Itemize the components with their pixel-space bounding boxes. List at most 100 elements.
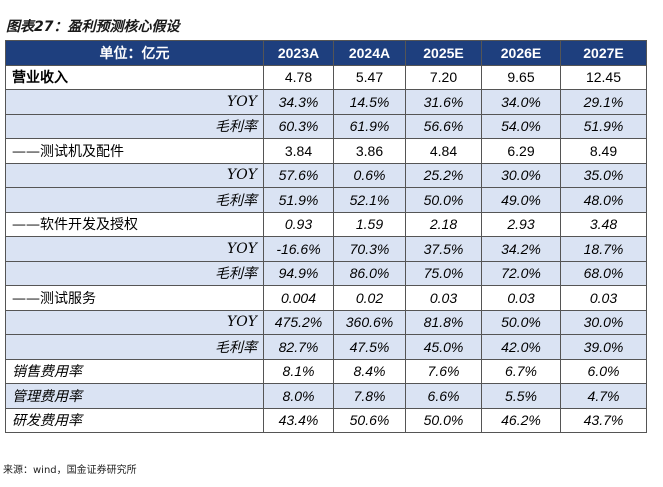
value-cell: 7.20 (405, 64, 482, 90)
source-note: 来源：wind，国金证券研究所 (3, 465, 137, 476)
value-cell: 475.2% (263, 309, 334, 335)
table-row: 毛利率 51.9% 52.1% 50.0% 49.0% 48.0% (5, 187, 647, 213)
table-row: 研发费用率 43.4% 50.6% 50.0% 46.2% 43.7% (5, 407, 647, 433)
value-cell: 75.0% (405, 260, 482, 286)
value-cell: 1.59 (333, 211, 406, 237)
value-cell: 43.7% (560, 407, 647, 433)
row-label: YOY (5, 309, 264, 335)
value-cell: 18.7% (560, 236, 647, 262)
header-cell: 单位：亿元 (5, 40, 264, 66)
value-cell: 0.03 (560, 285, 647, 311)
value-cell: 7.8% (333, 383, 406, 409)
row-label: YOY (5, 236, 264, 262)
row-label: 毛利率 (5, 113, 264, 139)
value-cell: 6.29 (481, 138, 561, 164)
value-cell: 61.9% (333, 113, 406, 139)
value-cell: 0.93 (263, 211, 334, 237)
row-label: YOY (5, 89, 264, 115)
value-cell: 47.5% (333, 334, 406, 360)
value-cell: 3.48 (560, 211, 647, 237)
header-cell: 2025E (405, 40, 482, 66)
value-cell: 37.5% (405, 236, 482, 262)
forecast-table: 单位：亿元 2023A 2024A 2025E 2026E 2027E 营业收入 4.78 5… (5, 40, 647, 433)
value-cell: 7.6% (405, 358, 482, 384)
table-row: ——测试机及配件 3.84 3.86 4.84 6.29 8.49 (5, 138, 647, 164)
table-row: YOY 475.2% 360.6% 81.8% 50.0% 30.0% (5, 309, 647, 335)
value-cell: 39.0% (560, 334, 647, 360)
value-cell: 82.7% (263, 334, 334, 360)
value-cell: 6.7% (481, 358, 561, 384)
value-cell: 2.93 (481, 211, 561, 237)
value-cell: 8.0% (263, 383, 334, 409)
row-label: YOY (5, 162, 264, 188)
value-cell: 54.0% (481, 113, 561, 139)
value-cell: 50.0% (405, 187, 482, 213)
value-cell: 12.45 (560, 64, 647, 90)
header-cell: 2026E (481, 40, 561, 66)
value-cell: 4.78 (263, 64, 334, 90)
row-label: ——测试机及配件 (5, 138, 264, 164)
value-cell: 30.0% (481, 162, 561, 188)
value-cell: 25.2% (405, 162, 482, 188)
table-row: 毛利率 82.7% 47.5% 45.0% 42.0% 39.0% (5, 334, 647, 360)
value-cell: 9.65 (481, 64, 561, 90)
value-cell: 46.2% (481, 407, 561, 433)
header-cell: 2027E (560, 40, 647, 66)
value-cell: 0.03 (405, 285, 482, 311)
value-cell: 31.6% (405, 89, 482, 115)
value-cell: 56.6% (405, 113, 482, 139)
table-row: YOY 34.3% 14.5% 31.6% 34.0% 29.1% (5, 89, 647, 115)
row-label: ——软件开发及授权 (5, 211, 264, 237)
value-cell: 14.5% (333, 89, 406, 115)
header-row: 单位：亿元 2023A 2024A 2025E 2026E 2027E (5, 40, 647, 66)
row-label: 销售费用率 (5, 358, 264, 384)
value-cell: 50.6% (333, 407, 406, 433)
value-cell: 3.84 (263, 138, 334, 164)
value-cell: 29.1% (560, 89, 647, 115)
value-cell: -16.6% (263, 236, 334, 262)
row-label: 毛利率 (5, 187, 264, 213)
value-cell: 360.6% (333, 309, 406, 335)
table-row: 营业收入 4.78 5.47 7.20 9.65 12.45 (5, 64, 647, 90)
value-cell: 30.0% (560, 309, 647, 335)
value-cell: 70.3% (333, 236, 406, 262)
table-row: YOY -16.6% 70.3% 37.5% 34.2% 18.7% (5, 236, 647, 262)
value-cell: 42.0% (481, 334, 561, 360)
value-cell: 0.004 (263, 285, 334, 311)
table-title: 图表27：盈利预测核心假设 (6, 19, 180, 35)
value-cell: 49.0% (481, 187, 561, 213)
table-row: 毛利率 60.3% 61.9% 56.6% 54.0% 51.9% (5, 113, 647, 139)
table-row: YOY 57.6% 0.6% 25.2% 30.0% 35.0% (5, 162, 647, 188)
value-cell: 0.6% (333, 162, 406, 188)
value-cell: 50.0% (405, 407, 482, 433)
value-cell: 81.8% (405, 309, 482, 335)
row-label: 毛利率 (5, 260, 264, 286)
value-cell: 51.9% (263, 187, 334, 213)
value-cell: 68.0% (560, 260, 647, 286)
value-cell: 60.3% (263, 113, 334, 139)
table-row: ——软件开发及授权 0.93 1.59 2.18 2.93 3.48 (5, 211, 647, 237)
value-cell: 6.6% (405, 383, 482, 409)
value-cell: 5.5% (481, 383, 561, 409)
value-cell: 50.0% (481, 309, 561, 335)
table-row: 管理费用率 8.0% 7.8% 6.6% 5.5% 4.7% (5, 383, 647, 409)
value-cell: 86.0% (333, 260, 406, 286)
value-cell: 51.9% (560, 113, 647, 139)
value-cell: 2.18 (405, 211, 482, 237)
value-cell: 43.4% (263, 407, 334, 433)
value-cell: 5.47 (333, 64, 406, 90)
value-cell: 45.0% (405, 334, 482, 360)
value-cell: 8.1% (263, 358, 334, 384)
value-cell: 3.86 (333, 138, 406, 164)
row-label: 研发费用率 (5, 407, 264, 433)
value-cell: 6.0% (560, 358, 647, 384)
value-cell: 8.4% (333, 358, 406, 384)
table-row: 毛利率 94.9% 86.0% 75.0% 72.0% 68.0% (5, 260, 647, 286)
value-cell: 4.7% (560, 383, 647, 409)
value-cell: 94.9% (263, 260, 334, 286)
value-cell: 34.2% (481, 236, 561, 262)
table-row: 销售费用率 8.1% 8.4% 7.6% 6.7% 6.0% (5, 358, 647, 384)
header-cell: 2024A (333, 40, 406, 66)
value-cell: 4.84 (405, 138, 482, 164)
